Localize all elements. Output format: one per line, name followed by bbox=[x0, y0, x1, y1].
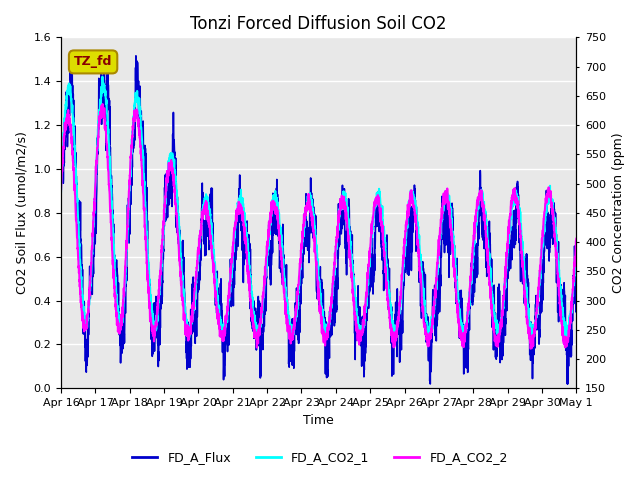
FD_A_CO2_2 bbox=[507, 203, 515, 208]
Title: Tonzi Forced Diffusion Soil CO2: Tonzi Forced Diffusion Soil CO2 bbox=[191, 15, 447, 33]
FD_A_Flux bbox=[277, 265, 285, 271]
FD_A_CO2_2 bbox=[563, 341, 570, 347]
FD_A_Flux bbox=[147, 292, 154, 298]
FD_A_CO2_2 bbox=[255, 327, 262, 333]
Y-axis label: CO2 Concentration (ppm): CO2 Concentration (ppm) bbox=[612, 132, 625, 293]
FD_A_CO2_2 bbox=[99, 101, 106, 107]
FD_A_CO2_1 bbox=[99, 74, 106, 80]
Line: FD_A_CO2_1: FD_A_CO2_1 bbox=[61, 77, 576, 340]
FD_A_CO2_1 bbox=[572, 254, 580, 260]
FD_A_CO2_2 bbox=[572, 236, 580, 241]
FD_A_CO2_2 bbox=[527, 346, 534, 351]
FD_A_CO2_2 bbox=[277, 248, 285, 254]
Text: TZ_fd: TZ_fd bbox=[74, 55, 112, 69]
FD_A_Flux bbox=[255, 343, 262, 348]
FD_A_CO2_1 bbox=[507, 213, 515, 219]
FD_A_Flux bbox=[132, 53, 140, 59]
FD_A_CO2_1 bbox=[57, 189, 65, 195]
X-axis label: Time: Time bbox=[303, 414, 334, 427]
FD_A_Flux bbox=[507, 238, 515, 243]
FD_A_CO2_2 bbox=[116, 327, 124, 333]
FD_A_Flux bbox=[57, 185, 65, 191]
FD_A_Flux bbox=[572, 298, 580, 303]
FD_A_CO2_1 bbox=[254, 337, 262, 343]
Y-axis label: CO2 Soil Flux (umol/m2/s): CO2 Soil Flux (umol/m2/s) bbox=[15, 132, 28, 294]
FD_A_CO2_1 bbox=[116, 317, 124, 323]
FD_A_CO2_1 bbox=[147, 304, 154, 310]
FD_A_Flux bbox=[116, 326, 124, 332]
FD_A_CO2_2 bbox=[147, 315, 154, 321]
Line: FD_A_Flux: FD_A_Flux bbox=[61, 56, 576, 384]
FD_A_CO2_1 bbox=[563, 328, 570, 334]
Line: FD_A_CO2_2: FD_A_CO2_2 bbox=[61, 104, 576, 348]
FD_A_CO2_1 bbox=[255, 326, 263, 332]
FD_A_CO2_2 bbox=[57, 188, 65, 193]
Legend: FD_A_Flux, FD_A_CO2_1, FD_A_CO2_2: FD_A_Flux, FD_A_CO2_1, FD_A_CO2_2 bbox=[127, 446, 513, 469]
FD_A_Flux bbox=[563, 337, 570, 343]
FD_A_CO2_1 bbox=[278, 232, 285, 238]
FD_A_Flux bbox=[426, 381, 434, 387]
